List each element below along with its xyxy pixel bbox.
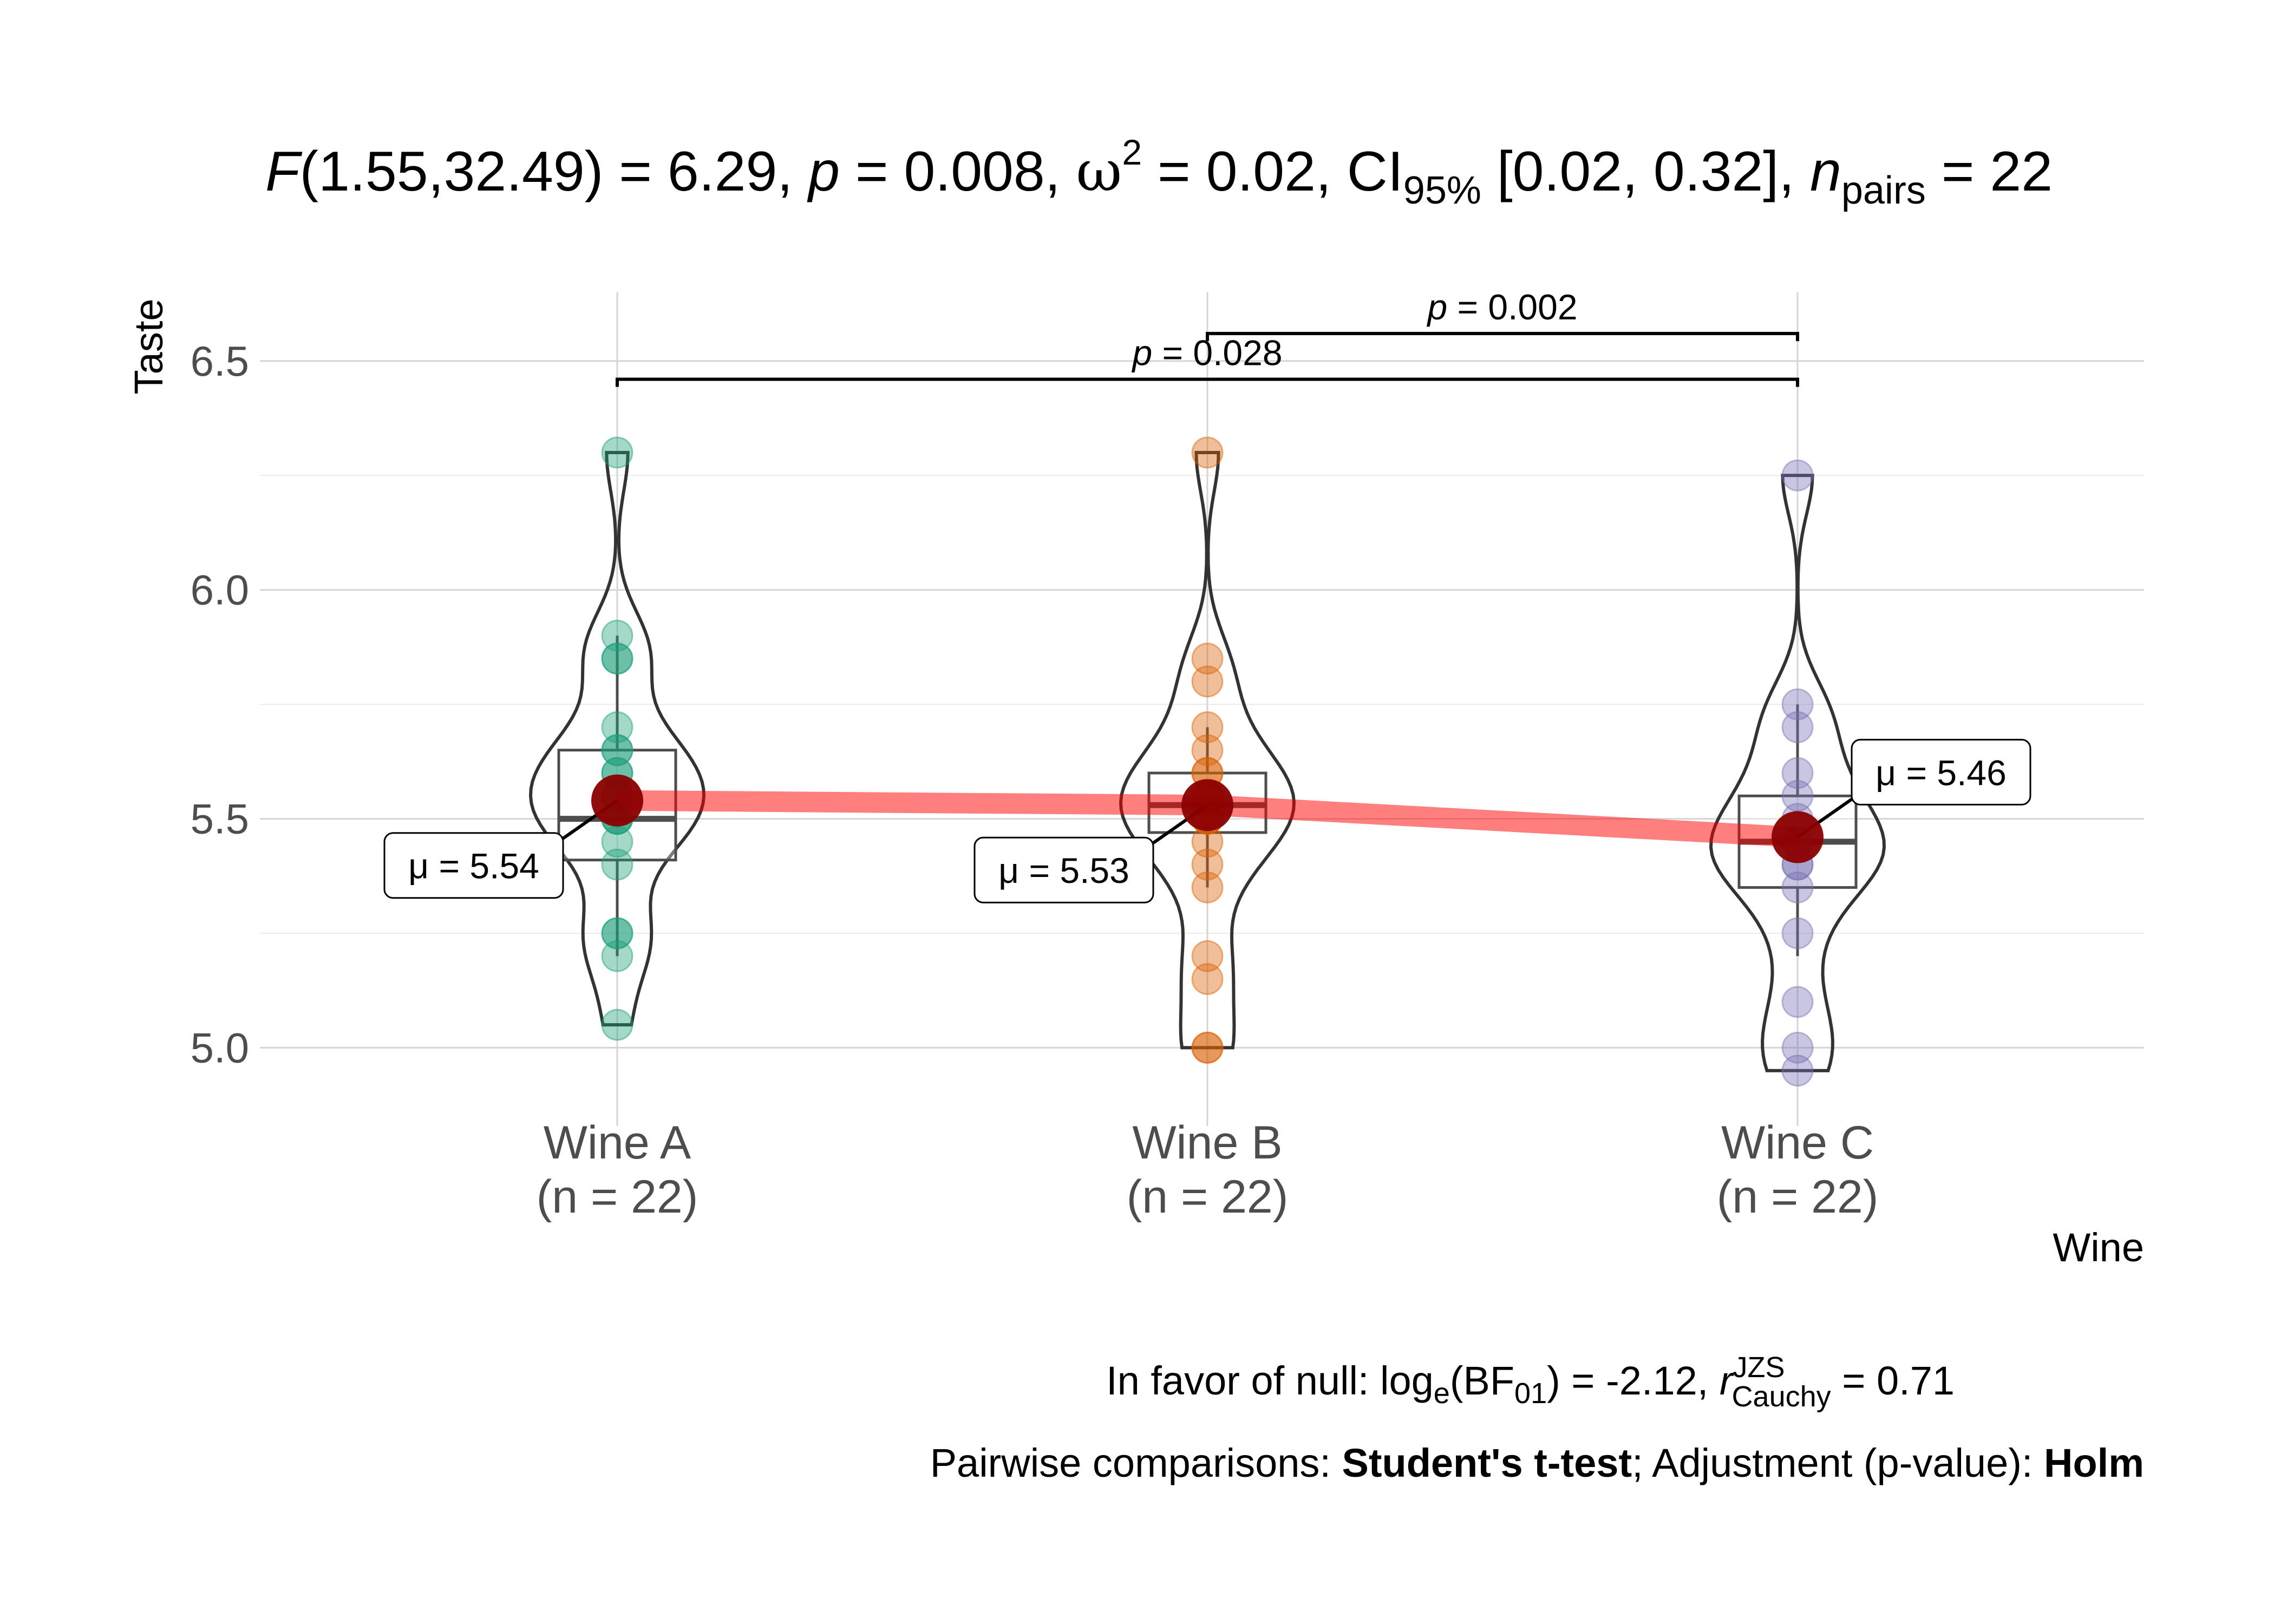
x-axis-title: Wine — [2053, 1225, 2144, 1270]
caption-pairwise: Pairwise comparisons: Student's t-test; … — [930, 1440, 2144, 1485]
data-point — [1781, 1055, 1814, 1087]
data-point — [601, 734, 633, 767]
data-point — [601, 826, 633, 858]
caption-bayes: In favor of null: loge(BF01) = -2.12, rJ… — [1106, 1351, 1955, 1413]
data-point — [601, 734, 633, 767]
data-point — [1781, 459, 1814, 492]
x-tick-n-label: (n = 22) — [537, 1171, 698, 1223]
mean-label-box — [383, 832, 564, 899]
x-tick-label: Wine A — [544, 1117, 691, 1169]
mean-point — [591, 774, 643, 827]
data-point — [601, 917, 633, 949]
data-point — [1191, 436, 1224, 469]
data-point — [1191, 1031, 1224, 1064]
data-point — [601, 917, 633, 949]
mean-label-box — [973, 836, 1154, 903]
comparison-label: p = 0.002 — [1426, 287, 1577, 327]
pairwise-comparisons: p = 0.028 p = 0.002 — [616, 287, 1799, 387]
data-point — [601, 643, 633, 675]
comparison-bracket — [1206, 332, 1799, 342]
x-tick-n-label: (n = 22) — [1127, 1171, 1289, 1223]
comparison-label: p = 0.028 — [1131, 333, 1282, 373]
data-point — [1191, 665, 1224, 698]
data-point — [1191, 871, 1224, 903]
data-point — [1191, 963, 1224, 996]
means: μ = 5.54 μ = 5.53 μ = 5.46 — [383, 738, 2031, 903]
data-point — [1781, 917, 1814, 949]
data-point — [601, 436, 633, 469]
data-point — [601, 619, 633, 652]
data-point — [601, 1009, 633, 1041]
data-point — [1191, 734, 1224, 767]
data-point — [1781, 780, 1814, 812]
x-tick-label: Wine B — [1132, 1117, 1282, 1169]
data-point — [601, 711, 633, 743]
mean-label: μ = 5.54 — [408, 846, 539, 886]
x-tick-label: Wine C — [1721, 1117, 1874, 1169]
y-tick-label: 6.5 — [191, 337, 249, 385]
y-axis: 5.0 5.5 6.0 6.5 — [191, 337, 249, 1072]
y-tick-label: 5.5 — [191, 795, 249, 843]
data-point — [1191, 940, 1224, 972]
data-point — [1781, 986, 1814, 1018]
data-point — [1781, 688, 1814, 721]
data-point — [601, 848, 633, 881]
mean-label: μ = 5.53 — [998, 850, 1129, 890]
x-tick-n-label: (n = 22) — [1717, 1171, 1879, 1223]
data-point — [601, 940, 633, 972]
y-tick-label: 6.0 — [191, 566, 249, 614]
data-point — [1781, 757, 1814, 789]
y-tick-label: 5.0 — [191, 1024, 249, 1071]
data-point — [1191, 848, 1224, 881]
chart-title: F(1.55,32.49) = 6.29, p = 0.008, ω2 = 0.… — [265, 132, 2053, 212]
mean-point — [1772, 811, 1824, 863]
data-point — [1781, 871, 1814, 903]
data-point — [1191, 711, 1224, 743]
mean-label-box — [1851, 738, 2031, 806]
data-point — [601, 643, 633, 675]
mean-label: μ = 5.46 — [1876, 752, 2007, 793]
data-point — [1191, 643, 1224, 675]
data-point — [1781, 1031, 1814, 1064]
violin-3 — [1709, 474, 1886, 1072]
x-axis: Wine A(n = 22)Wine B(n = 22)Wine C(n = 2… — [537, 1117, 1879, 1223]
comparison-bracket — [616, 377, 1799, 387]
mean-point — [1181, 779, 1233, 831]
y-axis-title: Taste — [126, 299, 171, 395]
grid — [260, 292, 2144, 1126]
data-point — [1191, 1031, 1224, 1064]
data-point — [1781, 711, 1814, 743]
